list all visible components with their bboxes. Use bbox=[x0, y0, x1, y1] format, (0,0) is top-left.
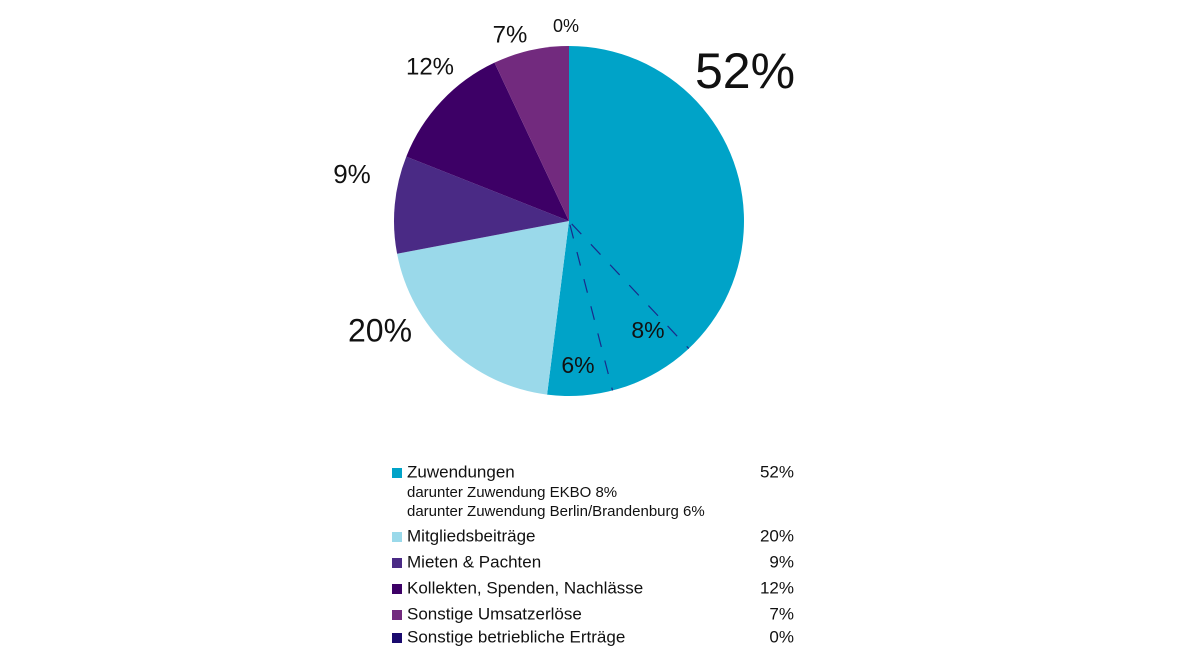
legend-swatch bbox=[392, 468, 402, 478]
legend-value: 52% bbox=[760, 462, 794, 481]
legend-value: 20% bbox=[760, 526, 794, 545]
slice-label: 20% bbox=[348, 312, 412, 348]
legend-sub-label: darunter Zuwendung Berlin/Brandenburg 6% bbox=[407, 503, 705, 520]
legend-swatch bbox=[392, 584, 402, 594]
legend-swatch bbox=[392, 558, 402, 568]
slice-label: 52% bbox=[695, 43, 795, 99]
legend-label: Mieten & Pachten bbox=[407, 552, 541, 571]
sub-slice-label: 6% bbox=[561, 352, 594, 378]
legend-label: Sonstige Umsatzerlöse bbox=[407, 604, 582, 623]
pie-slice bbox=[394, 156, 569, 254]
legend-label: Kollekten, Spenden, Nachlässe bbox=[407, 578, 643, 597]
legend-value: 9% bbox=[769, 552, 794, 571]
sub-slice-divider bbox=[569, 224, 614, 391]
slice-label: 0% bbox=[553, 16, 579, 36]
legend-label: Mitgliedsbeiträge bbox=[407, 526, 536, 545]
sub-slice-divider bbox=[571, 223, 690, 349]
pie-slice bbox=[406, 62, 569, 221]
legend-label: Zuwendungen bbox=[407, 462, 515, 481]
legend-label: Sonstige betriebliche Erträge bbox=[407, 627, 625, 646]
legend-sub-label: darunter Zuwendung EKBO 8% bbox=[407, 484, 617, 501]
legend-swatch bbox=[392, 633, 402, 643]
legend-swatch bbox=[392, 532, 402, 542]
slice-label: 12% bbox=[406, 53, 454, 80]
pie-slice bbox=[397, 221, 569, 395]
legend-swatch bbox=[392, 610, 402, 620]
pie-slice bbox=[547, 46, 744, 396]
pie-slice bbox=[494, 46, 569, 221]
legend-value: 7% bbox=[769, 604, 794, 623]
slice-label: 9% bbox=[333, 159, 371, 189]
sub-slice-label: 8% bbox=[631, 317, 664, 343]
legend-value: 12% bbox=[760, 578, 794, 597]
slice-label: 7% bbox=[493, 21, 528, 48]
legend-value: 0% bbox=[769, 627, 794, 646]
